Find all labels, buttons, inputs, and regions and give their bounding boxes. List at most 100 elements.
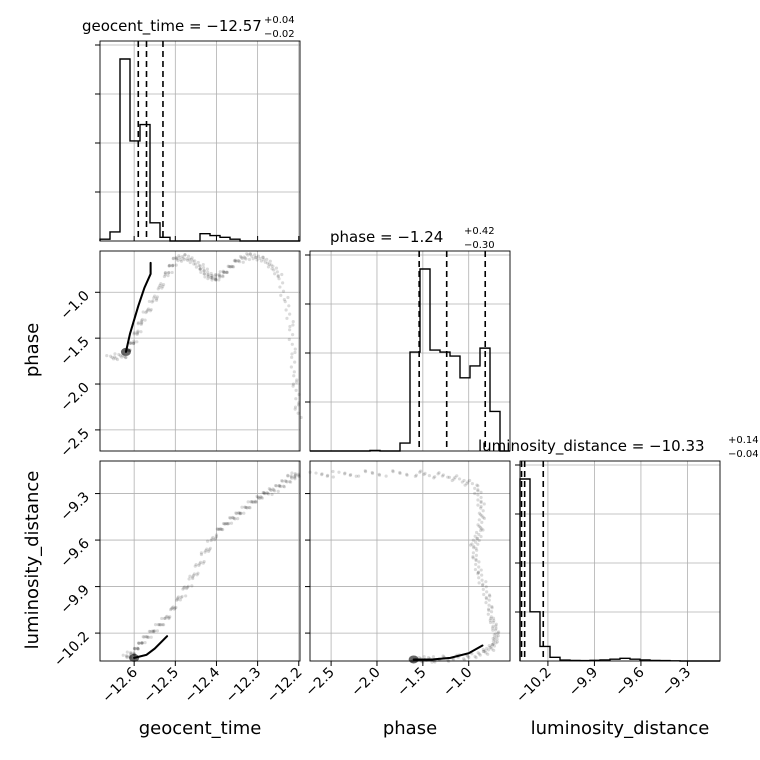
sample-point <box>259 495 264 500</box>
sample-point <box>171 263 175 268</box>
sample-point <box>131 341 135 346</box>
sample-point <box>293 407 297 411</box>
sample-point <box>132 341 136 345</box>
title-phase-sub: −0.30 <box>464 240 495 251</box>
sample-point <box>474 558 478 563</box>
sample-point <box>180 594 184 599</box>
sample-point <box>492 618 496 623</box>
sample-point <box>221 527 225 532</box>
sample-point <box>262 491 266 495</box>
sample-point <box>186 254 191 258</box>
sample-point <box>156 287 160 291</box>
sample-point <box>217 278 221 282</box>
sample-point <box>297 401 301 405</box>
sample-point <box>479 528 483 533</box>
sample-point <box>114 356 118 360</box>
sample-point <box>479 504 483 509</box>
sample-point <box>206 270 210 274</box>
x-tick-label: −12.6 <box>99 664 141 706</box>
sample-point <box>293 350 297 355</box>
sample-point <box>272 268 276 272</box>
sample-point <box>139 319 144 323</box>
sample-point <box>280 272 284 277</box>
sample-point <box>266 492 271 496</box>
sample-point <box>152 630 156 634</box>
y-tick-label: −1.5 <box>57 334 92 369</box>
sample-point <box>233 259 237 263</box>
sample-point <box>288 324 292 329</box>
sample-point <box>484 580 488 584</box>
sample-point <box>149 635 153 639</box>
sample-point <box>224 270 229 274</box>
sample-point <box>495 635 499 639</box>
sample-point <box>480 520 484 524</box>
sample-point <box>206 272 210 277</box>
sample-point <box>265 491 269 495</box>
sample-point <box>462 478 466 483</box>
x-tick-label: −1.0 <box>440 665 475 700</box>
sample-point <box>225 270 229 275</box>
sample-point <box>248 506 252 510</box>
sample-point <box>492 644 497 648</box>
sample-point <box>186 584 190 588</box>
sample-point <box>140 317 144 322</box>
sample-point <box>195 573 199 577</box>
sample-point <box>475 483 479 487</box>
sample-point <box>213 277 217 281</box>
sample-point <box>178 598 182 602</box>
sample-point <box>476 572 480 576</box>
sample-point <box>150 300 154 304</box>
sample-point <box>171 263 175 267</box>
sample-point <box>221 274 225 278</box>
sample-point <box>460 480 464 484</box>
sample-point <box>190 584 194 588</box>
sample-point <box>211 535 215 540</box>
sample-point <box>453 475 457 479</box>
sample-point <box>144 310 148 315</box>
sample-point <box>479 499 483 503</box>
sample-point <box>281 484 286 488</box>
sample-point <box>463 658 467 662</box>
sample-point <box>179 258 183 262</box>
panel-frame <box>519 460 721 662</box>
histogram-geocent-time <box>99 58 300 242</box>
sample-point <box>493 638 497 642</box>
sample-point <box>218 274 222 278</box>
sample-point <box>198 562 202 566</box>
sample-point <box>147 629 152 633</box>
sample-point <box>157 285 161 289</box>
sample-point <box>202 269 206 273</box>
sample-point <box>277 484 281 488</box>
sample-point <box>320 472 324 476</box>
sample-point <box>446 475 450 479</box>
sample-point <box>348 473 353 477</box>
sample-point <box>125 655 129 660</box>
sample-point <box>228 265 232 269</box>
sample-point <box>471 556 475 560</box>
sample-point <box>495 637 499 641</box>
sample-point <box>447 475 452 480</box>
sample-point <box>278 484 282 488</box>
sample-point <box>236 511 241 515</box>
sample-point <box>272 488 276 492</box>
sample-point <box>294 380 299 384</box>
sample-point <box>320 473 324 477</box>
sample-point <box>282 485 286 489</box>
sample-point <box>485 590 489 594</box>
sample-point <box>476 489 480 493</box>
sample-point <box>140 641 144 645</box>
sample-point <box>481 582 485 586</box>
sample-point <box>176 597 180 602</box>
sample-point <box>479 534 483 539</box>
sample-point <box>148 309 152 313</box>
sample-point <box>477 652 481 656</box>
sample-point <box>254 500 258 504</box>
sample-point <box>145 309 149 313</box>
sample-point <box>489 616 493 621</box>
sample-point <box>129 651 133 656</box>
sample-point <box>254 255 258 259</box>
sample-point <box>266 491 270 495</box>
sample-point <box>137 641 141 646</box>
sample-point <box>469 543 473 547</box>
sample-point <box>135 340 139 344</box>
